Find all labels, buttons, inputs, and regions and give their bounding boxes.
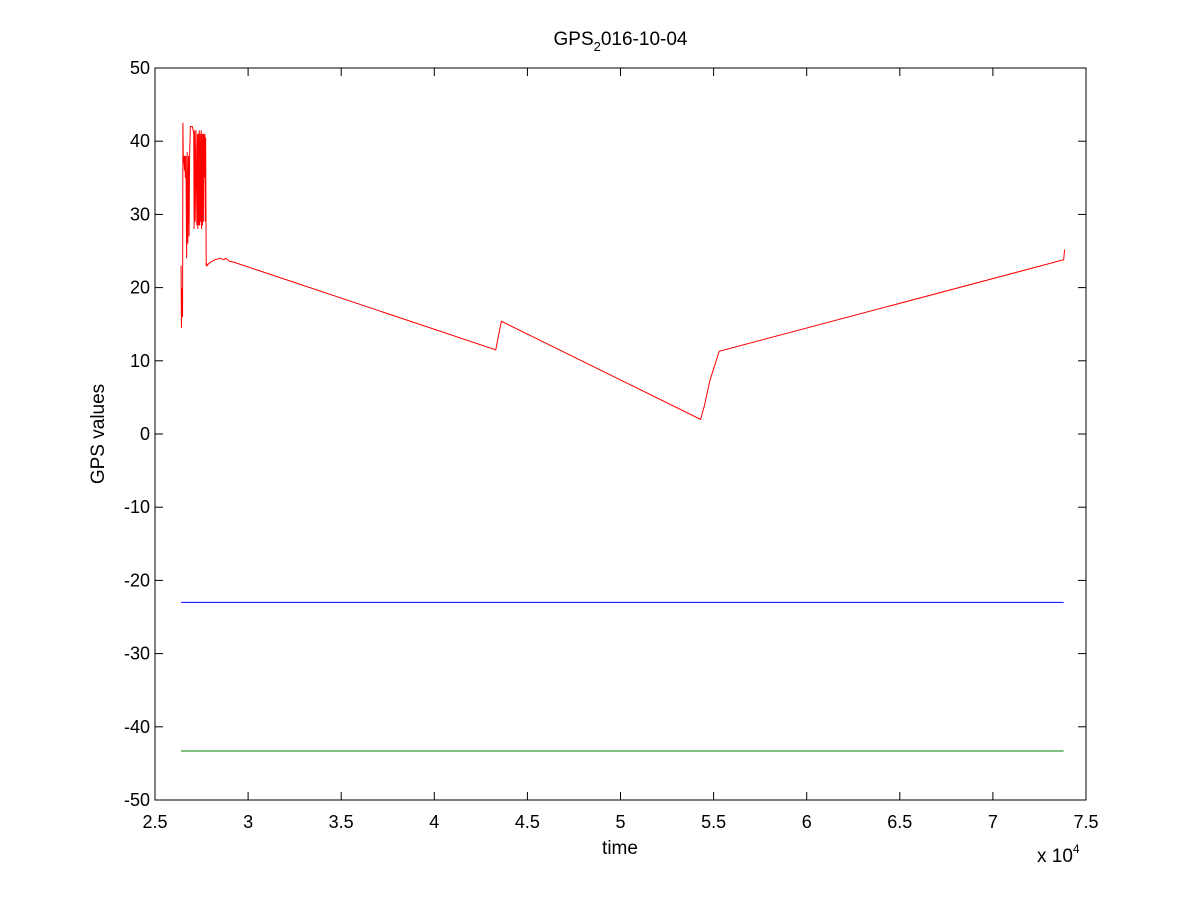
x-tick-label: 5.5 — [701, 812, 726, 832]
x-tick-label: 7 — [988, 812, 998, 832]
x-tick-label: 4 — [429, 812, 439, 832]
y-tick-label: 10 — [130, 351, 150, 371]
x-tick-label: 6 — [802, 812, 812, 832]
x-tick-label: 4.5 — [515, 812, 540, 832]
x-tick-label: 3 — [243, 812, 253, 832]
y-tick-label: 20 — [130, 278, 150, 298]
y-tick-label: 30 — [130, 204, 150, 224]
x-axis-label: time — [602, 838, 638, 859]
x-tick-label: 5 — [615, 812, 625, 832]
chart-title-subscript: 2 — [594, 39, 601, 54]
y-tick-label: 0 — [140, 424, 150, 444]
chart-title-rest: 016-10-04 — [601, 29, 688, 50]
x-tick-label: 2.5 — [142, 812, 167, 832]
y-tick-label: 40 — [130, 131, 150, 151]
ticks-layer: 2.5 3 3.5 4 4.5 5 5.5 6 6.5 7 7.5 50 40 30 20 10 0 -10 -20… — [124, 58, 1099, 832]
plot-background — [155, 68, 1086, 800]
x-exponent-power: 4 — [1073, 842, 1080, 856]
y-tick-label: -50 — [124, 790, 150, 810]
y-tick-label: -40 — [124, 717, 150, 737]
y-axis-label: GPS values — [88, 384, 109, 484]
y-tick-label: 50 — [130, 58, 150, 78]
chart-title: GPS2016-10-04 — [554, 29, 688, 54]
y-tick-label: -10 — [124, 497, 150, 517]
x-tick-label: 3.5 — [329, 812, 354, 832]
x-exponent-base: x 10 — [1037, 846, 1073, 867]
y-tick-label: -30 — [124, 644, 150, 664]
y-tick-label: -20 — [124, 570, 150, 590]
series-line-1 — [180, 122, 1066, 421]
x-exponent-label: x 104 — [1037, 842, 1080, 867]
x-tick-label: 6.5 — [887, 812, 912, 832]
x-tick-label: 7.5 — [1073, 812, 1098, 832]
chart-title-main: GPS — [554, 29, 594, 50]
series-layer — [180, 122, 1066, 752]
